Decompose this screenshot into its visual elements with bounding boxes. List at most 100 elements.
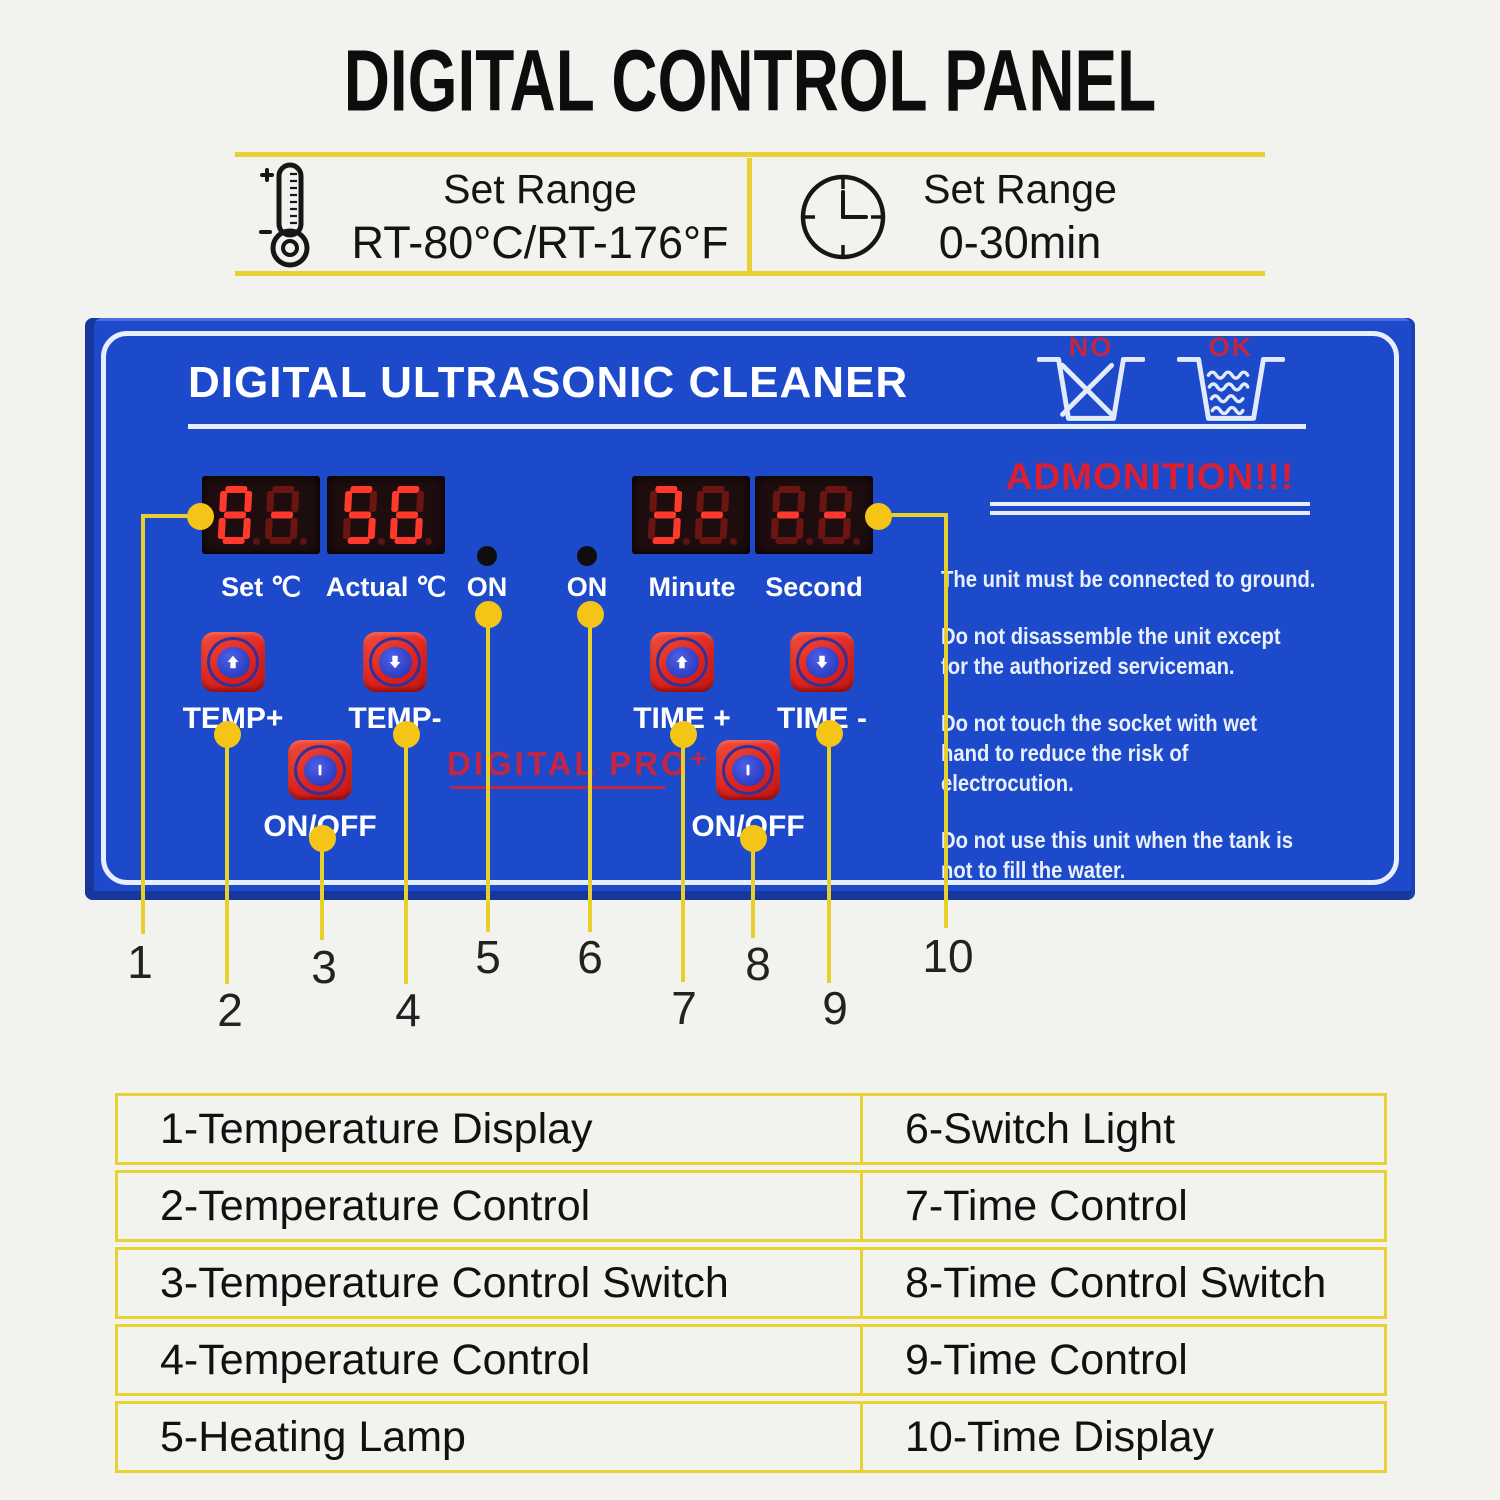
callout-dot-3 xyxy=(309,825,336,852)
admonition-title: ADMONITION!!! xyxy=(1005,456,1295,497)
legend-cell: 6-Switch Light xyxy=(905,1104,1176,1153)
legend-cell: 8-Time Control Switch xyxy=(905,1258,1327,1307)
legend-cell: 7-Time Control xyxy=(905,1181,1188,1230)
button-ring xyxy=(796,637,848,687)
legend-cell: 4-Temperature Control xyxy=(118,1327,863,1393)
spec-divider xyxy=(747,158,752,271)
callout-line-1 xyxy=(141,514,145,934)
temp-range-title: Set Range xyxy=(443,166,637,212)
callout-number-8: 8 xyxy=(745,938,771,990)
admonition-rule-1 xyxy=(990,502,1310,506)
callout-number-10: 10 xyxy=(922,930,974,982)
callout-line-7 xyxy=(681,734,685,982)
button-ring xyxy=(656,637,708,687)
callout-line-2 xyxy=(225,734,229,984)
temperature-actual-display xyxy=(327,476,445,554)
temp-down-button[interactable] xyxy=(363,632,427,692)
down-arrow-icon xyxy=(816,655,828,669)
brand-rule xyxy=(451,786,665,789)
time-range-title: Set Range xyxy=(923,166,1117,212)
second-label: Second xyxy=(765,572,863,602)
button-ring xyxy=(722,745,774,795)
callout-dot-6 xyxy=(577,601,604,628)
warning-1: The unit must be connected to ground. xyxy=(941,566,1316,592)
legend-cell: 3-Temperature Control Switch xyxy=(118,1250,863,1316)
spec-bottom-rule xyxy=(235,271,1265,276)
up-arrow-icon xyxy=(676,655,688,669)
legend-row: 1-Temperature Display 6-Switch Light xyxy=(115,1093,1387,1165)
callout-dot-7 xyxy=(670,721,697,748)
callout-number-1: 1 xyxy=(127,936,153,988)
callout-line-1 xyxy=(141,514,203,518)
ok-tub-icon: OK xyxy=(1176,332,1286,430)
callout-line-9 xyxy=(827,733,831,983)
set-temp-label: Set ℃ xyxy=(221,572,301,602)
callout-dot-5 xyxy=(475,601,502,628)
callout-line-10 xyxy=(878,513,948,517)
callout-line-8 xyxy=(751,838,755,938)
actual-temp-label: Actual ℃ xyxy=(325,572,447,602)
legend-row: 2-Temperature Control 7-Time Control xyxy=(115,1170,1387,1242)
legend-row: 4-Temperature Control 9-Time Control xyxy=(115,1324,1387,1396)
callout-dot-9 xyxy=(816,720,843,747)
callout-dot-1 xyxy=(187,503,214,530)
power-icon xyxy=(746,764,750,776)
callout-line-3 xyxy=(320,838,324,940)
page-title: DIGITAL CONTROL PANEL xyxy=(343,31,1157,130)
control-panel: DIGITAL ULTRASONIC CLEANER NO OK xyxy=(85,318,1415,900)
panel-title-rule xyxy=(188,424,1306,429)
down-arrow-icon xyxy=(389,655,401,669)
callout-number-3: 3 xyxy=(311,941,337,993)
warning-text-block: The unit must be connected to ground. Do… xyxy=(941,564,1316,912)
switch-on-label: ON xyxy=(566,572,608,602)
panel-title: DIGITAL ULTRASONIC CLEANER xyxy=(188,358,909,407)
legend-row: 3-Temperature Control Switch 8-Time Cont… xyxy=(115,1247,1387,1319)
heating-on-label: ON xyxy=(466,572,508,602)
heating-lamp xyxy=(477,546,497,566)
callout-number-9: 9 xyxy=(822,982,848,1034)
minute-label: Minute xyxy=(648,572,736,602)
warning-4: Do not use this unit when the tank is no… xyxy=(941,827,1293,883)
time-range-value: 0-30min xyxy=(938,217,1102,268)
time-power-button[interactable] xyxy=(716,740,780,800)
button-ring xyxy=(369,637,421,687)
up-arrow-icon xyxy=(227,655,239,669)
legend-cell: 10-Time Display xyxy=(905,1412,1215,1461)
time-range-block: Set Range 0-30min xyxy=(890,163,1150,270)
no-label: NO xyxy=(1068,332,1114,362)
legend-row: 5-Heating Lamp 10-Time Display xyxy=(115,1401,1387,1473)
time-down-button[interactable] xyxy=(790,632,854,692)
callout-line-6 xyxy=(588,614,592,932)
callout-dot-8 xyxy=(740,825,767,852)
legend-cell: 9-Time Control xyxy=(905,1335,1188,1384)
no-tub-icon: NO xyxy=(1036,332,1146,430)
time-up-button[interactable] xyxy=(650,632,714,692)
thermometer-icon xyxy=(259,162,310,268)
temperature-set-display xyxy=(202,476,320,554)
temp-range-value: RT-80°C/RT-176°F xyxy=(351,217,729,268)
callout-line-4 xyxy=(404,734,408,984)
callout-number-5: 5 xyxy=(475,931,501,983)
callout-dot-10 xyxy=(865,503,892,530)
time-second-display xyxy=(755,476,873,554)
temp-range-block: Set Range RT-80°C/RT-176°F xyxy=(340,163,740,270)
panel-border xyxy=(101,331,1399,885)
warning-2: Do not disassemble the unit except for t… xyxy=(941,623,1281,679)
admonition-rule-2 xyxy=(990,511,1310,515)
callout-line-5 xyxy=(486,614,490,932)
temp-up-button[interactable] xyxy=(201,632,265,692)
callout-number-6: 6 xyxy=(577,931,603,983)
callout-number-2: 2 xyxy=(217,984,243,1036)
power-icon xyxy=(318,764,322,776)
spec-top-rule xyxy=(235,152,1265,157)
temp-power-button[interactable] xyxy=(288,740,352,800)
callout-number-4: 4 xyxy=(395,984,421,1036)
callout-line-10 xyxy=(944,513,948,928)
clock-icon xyxy=(800,174,886,260)
ok-label: OK xyxy=(1208,332,1254,362)
callout-dot-4 xyxy=(393,721,420,748)
time-minute-display xyxy=(632,476,750,554)
legend-cell: 1-Temperature Display xyxy=(118,1096,863,1162)
legend-cell: 5-Heating Lamp xyxy=(118,1404,863,1470)
